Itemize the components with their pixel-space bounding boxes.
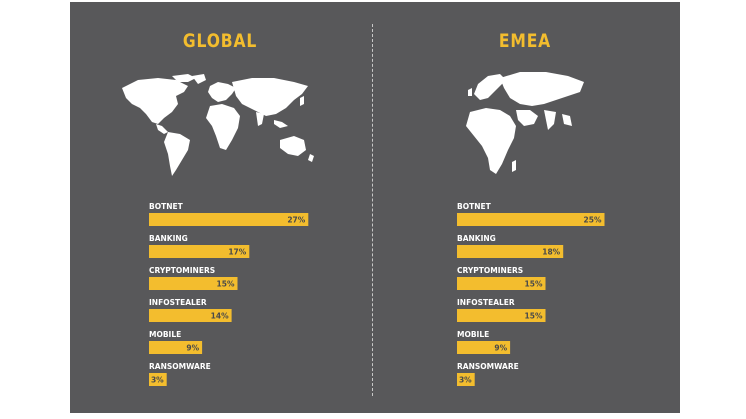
global-value-label: 9%	[186, 344, 199, 353]
emea-bar	[457, 373, 475, 386]
global-bar	[149, 373, 167, 386]
global-category-label: RANSOMWARE	[149, 362, 211, 371]
global-category-label: INFOSTEALER	[149, 298, 207, 307]
global-category-label: BANKING	[149, 234, 188, 243]
global-value-label: 15%	[217, 280, 235, 289]
emea-value-label: 15%	[525, 280, 543, 289]
emea-title: EMEA	[498, 30, 552, 52]
emea-bar	[457, 341, 511, 354]
global-value-label: 3%	[151, 376, 164, 385]
global-value-label: 27%	[287, 216, 305, 225]
global-value-label: 17%	[228, 248, 246, 257]
global-category-label: CRYPTOMINERS	[149, 266, 215, 275]
emea-category-label: RANSOMWARE	[457, 362, 519, 371]
global-bar	[149, 245, 250, 258]
emea-category-label: CRYPTOMINERS	[457, 266, 523, 275]
global-bar-chart: BOTNET 27% BANKING 17% CRYPTOMINERS 15% INFOST…	[149, 200, 349, 390]
emea-category-label: INFOSTEALER	[457, 298, 515, 307]
global-bar	[149, 309, 232, 322]
emea-category-label: MOBILE	[457, 330, 489, 339]
global-section: GLOBAL	[70, 2, 370, 413]
emea-bar	[457, 309, 546, 322]
emea-bar	[457, 245, 564, 258]
infographic-panel: GLOBAL	[70, 2, 680, 413]
emea-category-label: BANKING	[457, 234, 496, 243]
global-category-label: MOBILE	[149, 330, 181, 339]
emea-value-label: 18%	[542, 248, 560, 257]
emea-value-label: 15%	[525, 312, 543, 321]
emea-section: EMEA	[375, 2, 675, 413]
world-map	[118, 74, 318, 184]
emea-map	[460, 70, 590, 194]
emea-bar-chart: BOTNET 25% BANKING 18% CRYPTOMINERS 15% INFOST…	[457, 200, 657, 390]
global-bar	[149, 277, 238, 290]
global-title: GLOBAL	[182, 30, 258, 52]
global-bar	[149, 341, 203, 354]
emea-value-label: 25%	[584, 216, 602, 225]
global-bar	[149, 213, 309, 226]
emea-value-label: 3%	[459, 376, 472, 385]
global-category-label: BOTNET	[149, 202, 184, 211]
divider-line	[372, 24, 373, 396]
global-value-label: 14%	[211, 312, 229, 321]
emea-value-label: 9%	[494, 344, 507, 353]
emea-bar	[457, 277, 546, 290]
emea-category-label: BOTNET	[457, 202, 492, 211]
emea-bar	[457, 213, 605, 226]
